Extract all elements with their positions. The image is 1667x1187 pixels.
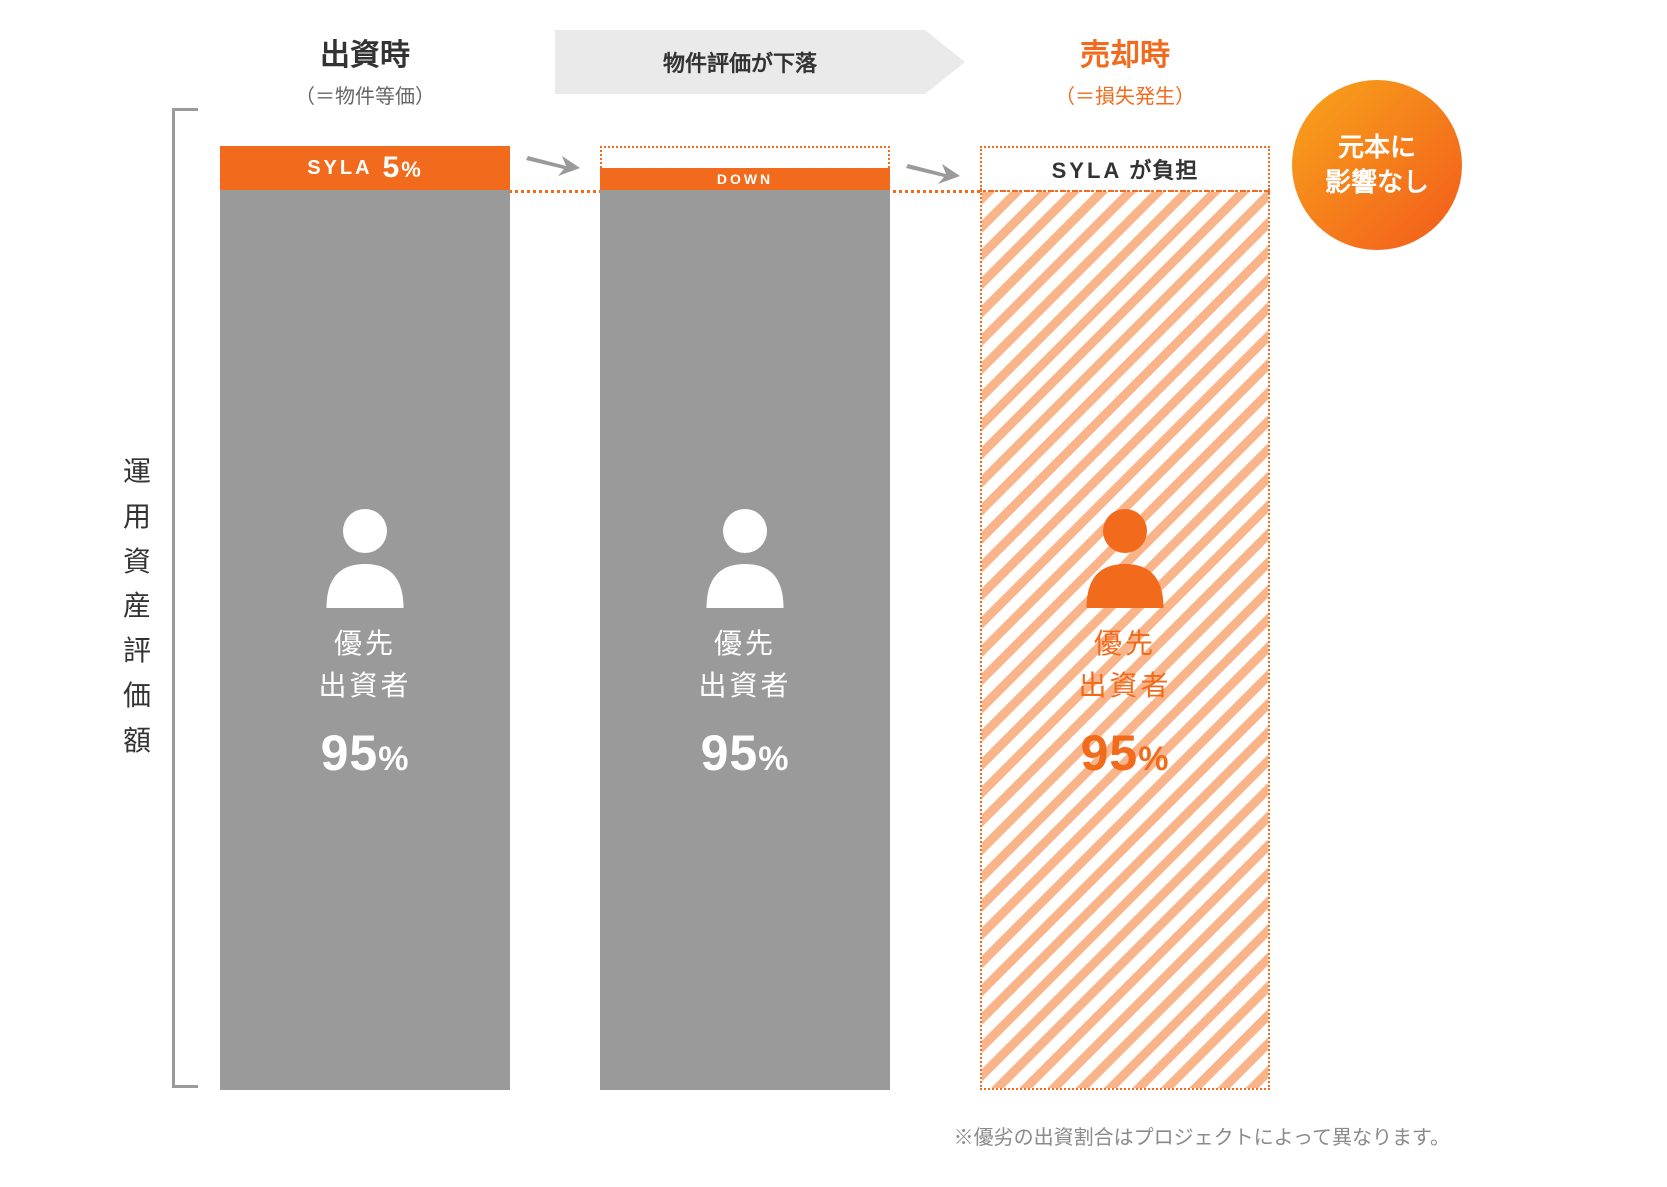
person-icon [1070,498,1180,608]
col3-investor-label1: 優先 [1094,622,1156,662]
col1-investor-label1: 優先 [334,622,396,662]
col1-header: 出資時 （＝物件等価） [220,30,510,109]
syla-logo-text: SYLA [307,157,372,180]
syla-burden-label: SYLA が負担 [982,153,1268,185]
col3-subtitle: （＝損失発生） [980,80,1270,109]
principal-safe-callout: 元本に 影響なし [1292,80,1462,250]
col1-investor-slice: 優先 出資者 95% [220,190,510,1090]
transition-arrow-label: 物件評価が下落 [555,30,925,94]
column-value-down: DOWN 優先 出資者 95% [600,146,890,1090]
col1-investor-pct: 95% [321,724,410,782]
col3-header: 売却時 （＝損失発生） [980,30,1270,109]
col2-original-outline [600,146,890,168]
col3-title: 売却時 [980,30,1270,74]
col1-title: 出資時 [220,30,510,74]
col2-investor-label2: 出資者 [698,664,791,704]
col2-investor-pct: 95% [701,724,790,782]
col1-subtitle: （＝物件等価） [220,80,510,109]
callout-line1: 元本に [1325,130,1429,165]
col3-investor-slice: 優先 出資者 95% [980,190,1270,1090]
yaxis-bracket [172,108,198,1088]
col3-investor-pct: 95% [1081,724,1170,782]
col1-syla-slice: SYLA 5% [220,146,510,190]
person-icon [310,498,420,608]
col3-investor-label2: 出資者 [1078,664,1171,704]
column-investment-time: SYLA 5% 優先 出資者 95% [220,146,510,1090]
arrow-col1-to-col2 [526,152,580,176]
column-sale-time: SYLA が負担 優先 出資者 [980,146,1270,1090]
arrow-col2-to-col3 [906,160,960,184]
person-icon [690,498,800,608]
callout-line2: 影響なし [1325,165,1429,200]
diagram-container: 運用資産評価額 出資時 （＝物件等価） 物件評価が下落 売却時 （＝損失発生） … [120,30,1540,1160]
yaxis-label: 運用資産評価額 [120,450,154,764]
col1-investor-label2: 出資者 [318,664,411,704]
footnote: ※優劣の出資割合はプロジェクトによって異なります。 [954,1121,1450,1150]
col2-down-slice: DOWN [600,168,890,190]
transition-arrow-banner: 物件評価が下落 [555,30,965,94]
col2-investor-label1: 優先 [714,622,776,662]
down-label: DOWN [717,171,773,187]
col2-investor-slice: 優先 出資者 95% [600,190,890,1090]
col1-syla-pct: 5% [383,151,423,185]
col3-burden-zone: SYLA が負担 [980,146,1270,190]
transition-arrow-head [925,30,965,94]
